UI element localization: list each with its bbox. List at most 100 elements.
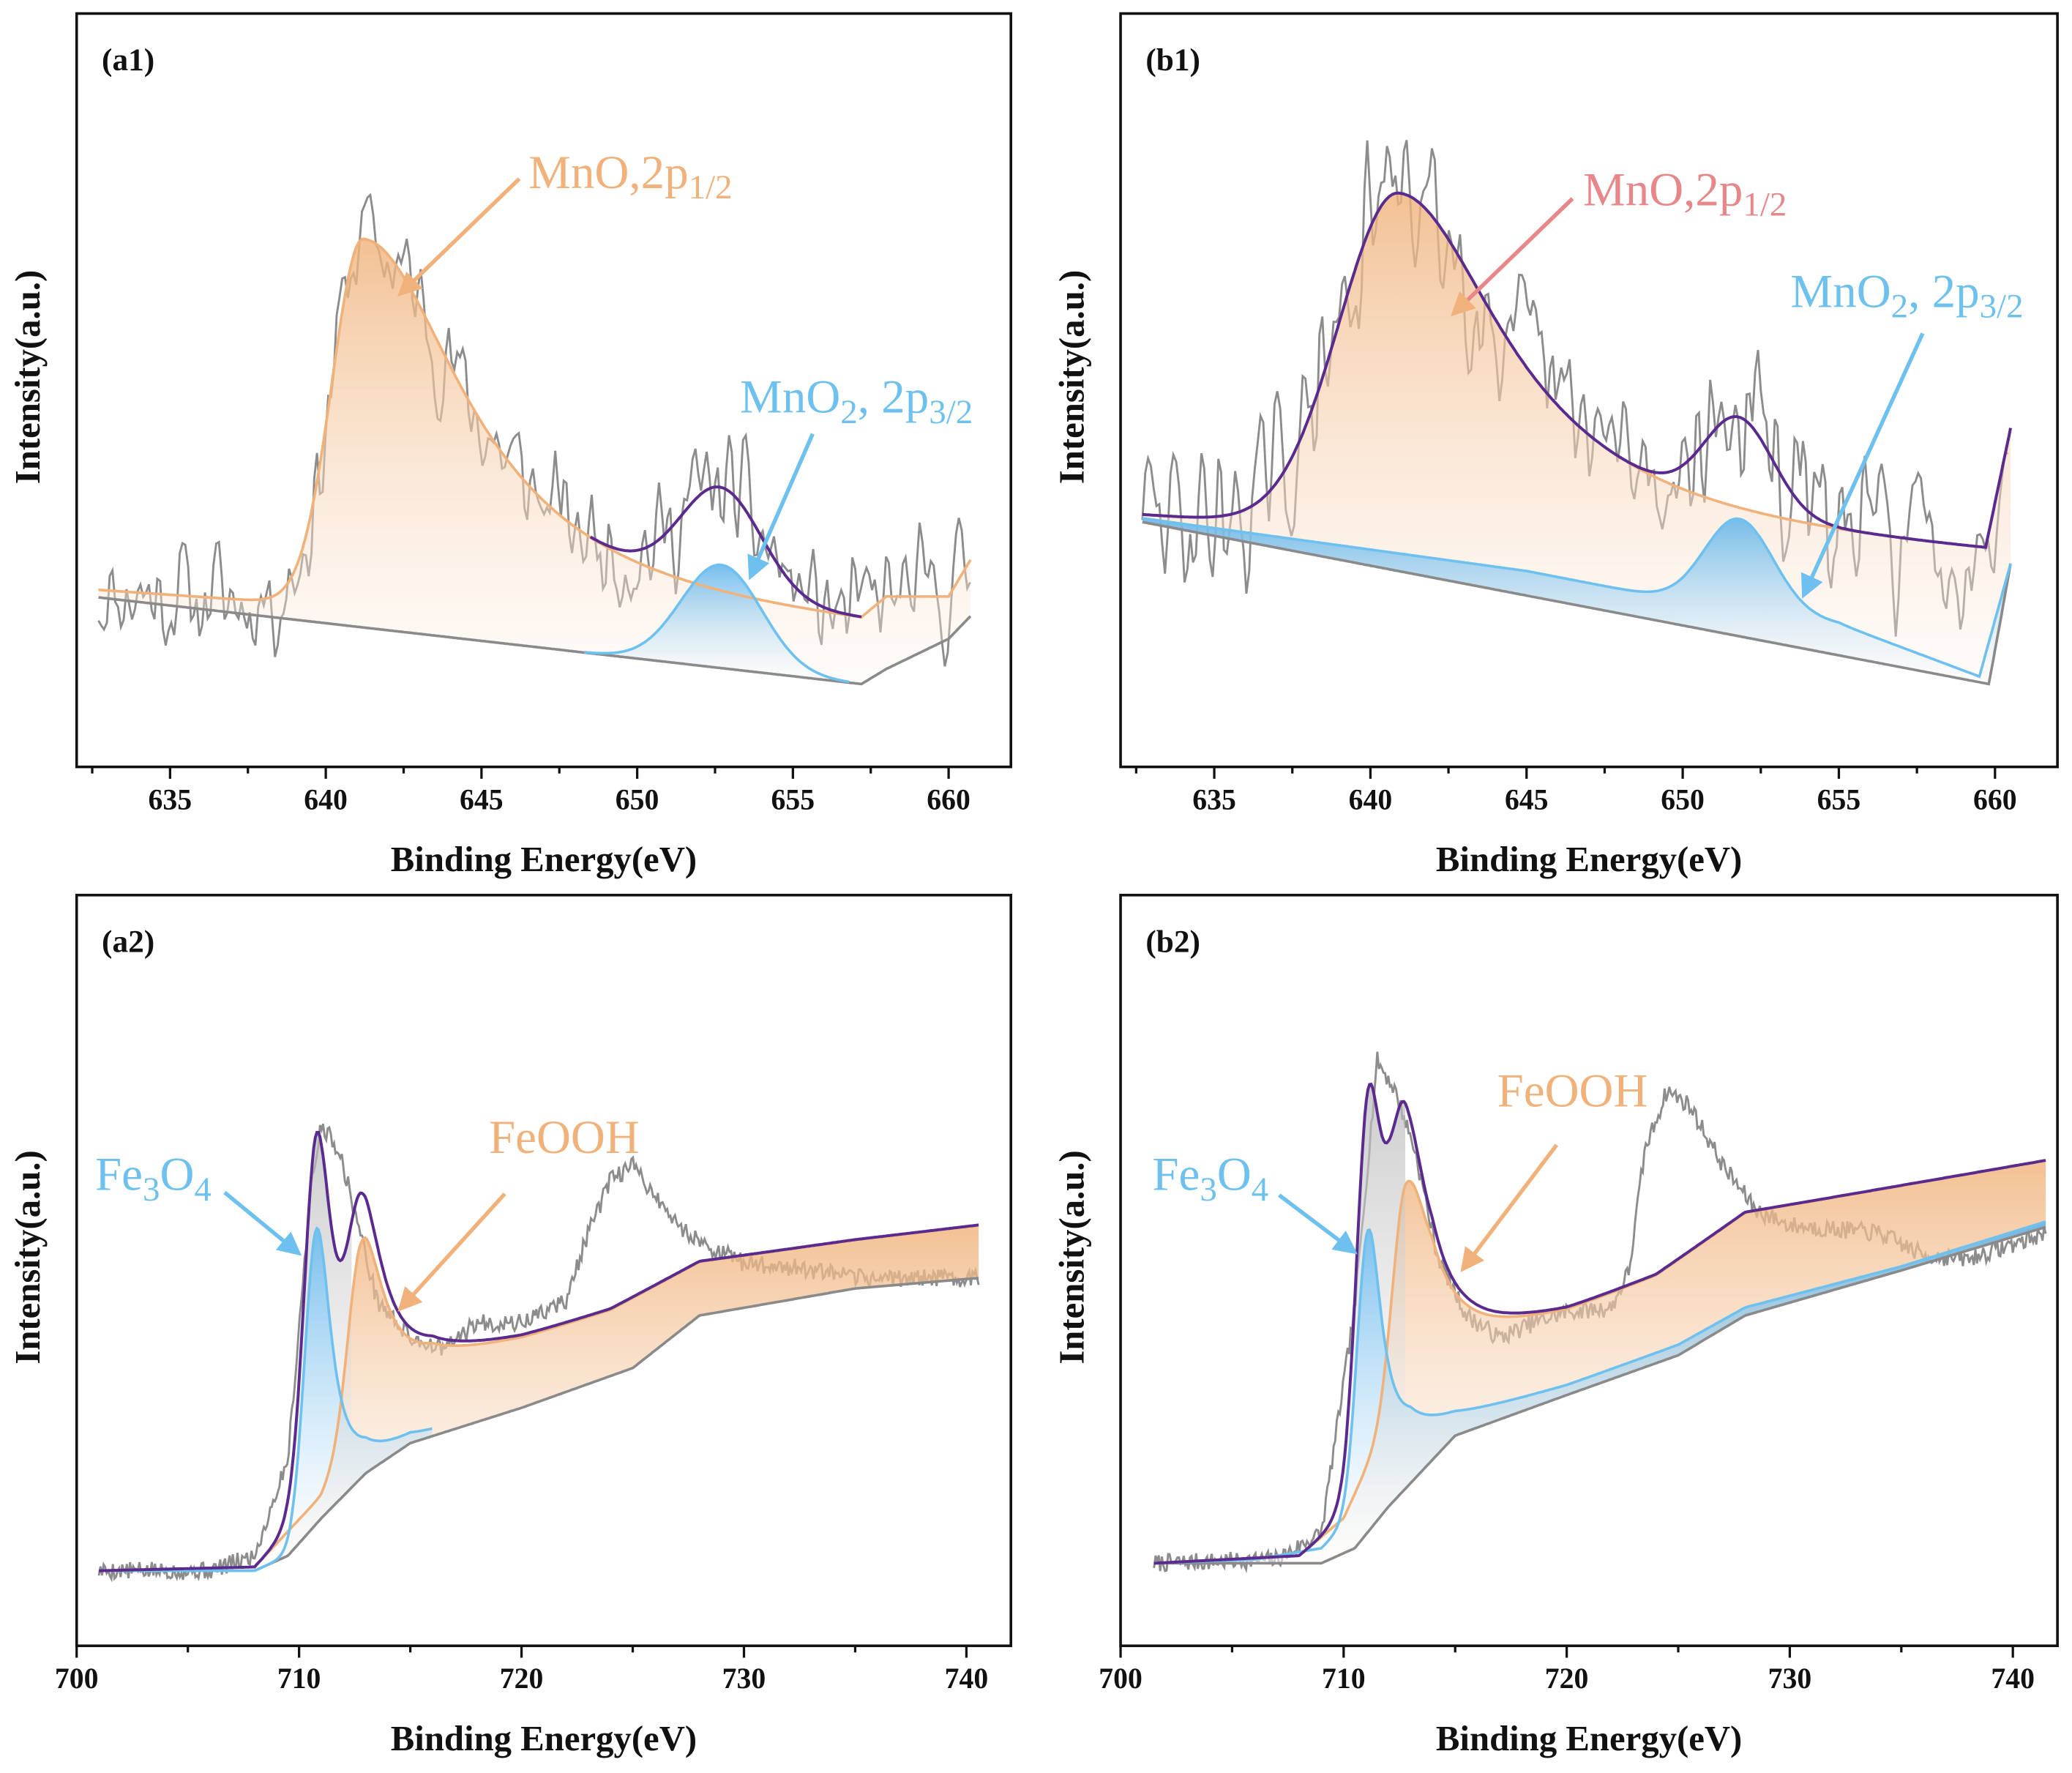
background-line — [99, 1277, 979, 1572]
annotation-label: Fe3O4 — [95, 1148, 212, 1208]
x-tick-label: 720 — [500, 1662, 544, 1695]
annotation-subscript: 3/2 — [1980, 288, 2024, 326]
panel-a2: 700 710 720 730 740 Binding Energy(eV) Intensi… — [8, 893, 1013, 1758]
envelope-fit-line — [589, 485, 862, 619]
background-line — [98, 596, 972, 686]
annotation-text: Fe — [1152, 1148, 1200, 1201]
panel-label: (b2) — [1145, 924, 1200, 959]
annotation-label: FeOOH — [489, 1111, 640, 1164]
x-axis-title: Binding Energy(eV) — [391, 1719, 697, 1758]
x-tick-label: 640 — [1349, 783, 1393, 815]
plot-frame — [75, 12, 1013, 769]
panel-label: (b1) — [1145, 42, 1200, 78]
x-axis-title: Binding Energy(eV) — [1436, 1719, 1742, 1758]
annotation-subscript: 4 — [1252, 1171, 1268, 1209]
annotation-text: MnO,2p — [528, 146, 688, 199]
x-tick-label: 730 — [1768, 1662, 1812, 1695]
y-axis-title: Intensity(a.u.) — [1052, 270, 1091, 484]
x-tick-label: 740 — [1991, 1662, 2035, 1695]
fill-blue-component — [584, 564, 850, 683]
envelope-fit-line — [1153, 1082, 2046, 1565]
annotation-label: MnO,2p1/2 — [1583, 163, 1787, 223]
x-tick-label: 660 — [1973, 783, 2017, 815]
x-axis-title: Binding Energy(eV) — [391, 840, 697, 879]
envelope-fit-line — [1142, 191, 2012, 549]
annotation-subscript: 1/2 — [1743, 186, 1787, 224]
x-tick-label: 635 — [149, 783, 192, 815]
y-axis-title: Intensity(a.u.) — [8, 270, 48, 484]
x-tick-label: 645 — [460, 783, 504, 815]
envelope-fit-line — [99, 1130, 979, 1572]
x-tick-label: 655 — [771, 783, 815, 815]
x-tick-label: 720 — [1545, 1662, 1589, 1695]
panel-b1: 635 640 645 650 655 660 Binding Energy(eV) Inte… — [1052, 12, 2059, 879]
annotation-label: MnO2, 2p3/2 — [1790, 265, 2023, 325]
annotation-subscript: 3 — [1200, 1171, 1216, 1209]
annotation-text: FeOOH — [1497, 1065, 1648, 1118]
annotation-arrow — [1800, 332, 1925, 599]
plot-frame — [1119, 12, 2059, 769]
x-tick-label: 635 — [1192, 783, 1236, 815]
component-line-fe3o4 — [1153, 1220, 2046, 1565]
component-line-mno2-2p3-2 — [584, 563, 850, 684]
fill-blue-component — [1153, 1221, 2046, 1564]
panel-label: (a1) — [102, 42, 154, 78]
panel-a1: 635 640 645 650 655 660 Binding Energy(eV) Inte… — [8, 12, 1013, 879]
component-line-mno-2p1-2 — [98, 237, 972, 619]
fill-orange-component — [99, 1225, 979, 1571]
annotation-label: MnO2, 2p3/2 — [740, 371, 973, 431]
annotation-subscript: 4 — [194, 1171, 211, 1209]
annotation-text: O — [1217, 1148, 1252, 1201]
annotation-text: MnO — [740, 371, 840, 424]
x-tick-label: 710 — [277, 1662, 321, 1695]
annotation-text: Fe — [95, 1148, 143, 1201]
annotation-text: FeOOH — [489, 1111, 640, 1164]
annotation-text: , 2p — [858, 371, 929, 424]
x-tick-label: 730 — [722, 1662, 766, 1695]
annotation-subscript: 3 — [143, 1171, 160, 1209]
annotation-subscript: 3/2 — [929, 393, 973, 431]
x-tick-label: 645 — [1505, 783, 1549, 815]
fill-shoulder-component — [1283, 1083, 1405, 1557]
annotation-arrow — [1451, 197, 1574, 317]
fill-orange-component — [98, 239, 970, 684]
y-axis-title: Intensity(a.u.) — [8, 1150, 48, 1364]
x-axis-title: Binding Energy(eV) — [1436, 840, 1742, 879]
annotation-arrow — [397, 1192, 506, 1312]
annotation-arrow — [223, 1190, 302, 1256]
x-tick-label: 650 — [616, 783, 659, 815]
annotation-arrow — [397, 177, 521, 297]
background-line — [1142, 520, 2012, 686]
annotation-label: FeOOH — [1497, 1065, 1648, 1118]
annotation-label: Fe3O4 — [1152, 1148, 1268, 1208]
x-tick-label: 700 — [1099, 1662, 1142, 1695]
annotation-text: MnO,2p — [1583, 163, 1743, 216]
plot-frame — [75, 893, 1013, 1648]
component-line-mno2-2p3-2 — [1142, 517, 2012, 679]
annotation-text: , 2p — [1908, 265, 1979, 318]
panel-b2: 700 710 720 730 740 Binding Energy(eV) Intensi… — [1052, 893, 2059, 1758]
x-tick-label: 660 — [927, 783, 970, 815]
panel-label: (a2) — [102, 924, 154, 959]
annotation-arrow — [1278, 1193, 1358, 1255]
fill-orange-component — [1153, 1160, 2046, 1564]
x-tick-label: 710 — [1322, 1662, 1366, 1695]
x-tick-label: 740 — [945, 1662, 989, 1695]
annotation-arrow — [747, 433, 815, 581]
annotation-subscript: 2 — [1891, 288, 1908, 326]
x-tick-label: 640 — [304, 783, 348, 815]
annotation-subscript: 2 — [840, 393, 857, 431]
x-tick-label: 650 — [1661, 783, 1705, 815]
fill-blue-component — [1142, 518, 2011, 684]
annotation-text: MnO — [1790, 265, 1890, 318]
x-tick-label: 700 — [55, 1662, 99, 1695]
background-line — [1153, 1225, 2046, 1565]
x-tick-label: 655 — [1817, 783, 1861, 815]
plot-frame — [1119, 893, 2059, 1648]
y-axis-title: Intensity(a.u.) — [1052, 1150, 1091, 1364]
fill-blue-component — [99, 1228, 433, 1571]
annotation-arrow — [1460, 1143, 1559, 1273]
annotation-subscript: 1/2 — [689, 168, 733, 206]
annotation-text: O — [160, 1148, 194, 1201]
